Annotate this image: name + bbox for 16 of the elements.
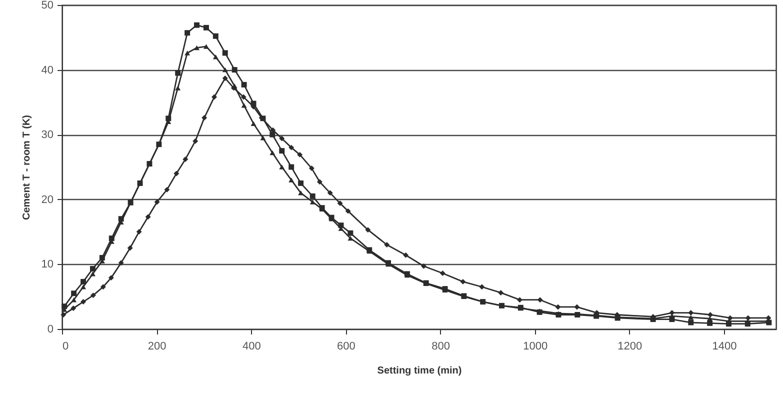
x-tick-label: 1200: [618, 340, 642, 352]
y-tick-label: 0: [47, 324, 54, 336]
x-tick-label: 1000: [523, 340, 548, 352]
y-tick-label: 30: [41, 129, 54, 142]
x-axis-title: Setting time (min): [377, 366, 462, 376]
x-tick-label: 0: [62, 340, 69, 352]
x-tick-label: 800: [432, 340, 450, 352]
x-tick-label: 1400: [712, 340, 737, 352]
y-tick-label: 40: [41, 64, 54, 76]
x-tick-label: 200: [148, 340, 166, 352]
x-tick-label: 400: [242, 340, 261, 352]
y-tick-label: 20: [41, 194, 54, 206]
y-axis-title: Cement T - room T (K): [21, 115, 32, 220]
y-tick-label: 50: [41, 0, 54, 12]
y-tick-label: 10: [41, 258, 54, 271]
x-tick-label: 600: [337, 340, 356, 352]
